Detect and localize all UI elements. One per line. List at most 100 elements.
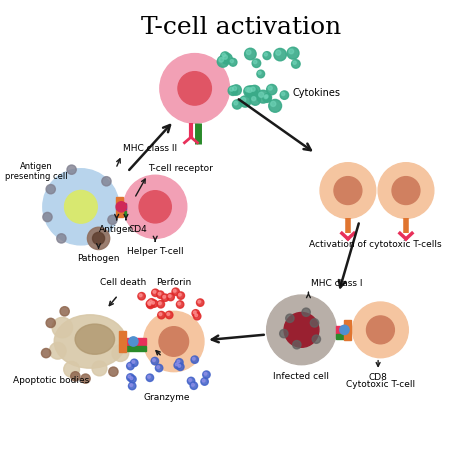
Circle shape bbox=[173, 290, 176, 292]
FancyBboxPatch shape bbox=[116, 197, 123, 217]
Circle shape bbox=[158, 302, 161, 305]
Circle shape bbox=[49, 342, 66, 359]
Circle shape bbox=[233, 86, 237, 91]
Circle shape bbox=[252, 97, 256, 100]
Circle shape bbox=[157, 301, 164, 308]
Circle shape bbox=[245, 48, 256, 60]
Circle shape bbox=[71, 372, 80, 381]
Circle shape bbox=[249, 85, 260, 96]
Circle shape bbox=[292, 340, 301, 349]
Circle shape bbox=[160, 54, 229, 123]
Text: Cytokines: Cytokines bbox=[292, 88, 340, 98]
Circle shape bbox=[280, 329, 288, 338]
Circle shape bbox=[60, 307, 69, 316]
Circle shape bbox=[157, 366, 160, 368]
Circle shape bbox=[172, 288, 179, 295]
Circle shape bbox=[320, 163, 376, 219]
Circle shape bbox=[204, 373, 207, 375]
Circle shape bbox=[129, 337, 138, 346]
Circle shape bbox=[228, 86, 237, 95]
Circle shape bbox=[149, 300, 152, 303]
Circle shape bbox=[230, 60, 233, 63]
Text: Cell death: Cell death bbox=[100, 278, 146, 287]
Circle shape bbox=[353, 302, 408, 358]
Circle shape bbox=[179, 293, 181, 296]
Text: Granzyme: Granzyme bbox=[144, 393, 190, 402]
Circle shape bbox=[266, 84, 277, 95]
Circle shape bbox=[57, 234, 66, 243]
Circle shape bbox=[241, 98, 246, 102]
Circle shape bbox=[43, 169, 119, 245]
Circle shape bbox=[231, 85, 241, 95]
Circle shape bbox=[267, 295, 337, 365]
Circle shape bbox=[310, 319, 319, 327]
Text: CD8: CD8 bbox=[369, 373, 388, 382]
Circle shape bbox=[112, 345, 129, 362]
Circle shape bbox=[108, 215, 117, 225]
Circle shape bbox=[146, 374, 154, 382]
Text: Antigen: Antigen bbox=[99, 226, 134, 234]
Circle shape bbox=[222, 53, 226, 57]
Circle shape bbox=[280, 91, 289, 100]
Circle shape bbox=[247, 88, 252, 92]
Circle shape bbox=[148, 299, 155, 306]
Circle shape bbox=[165, 311, 173, 319]
Circle shape bbox=[312, 335, 320, 343]
Circle shape bbox=[150, 300, 158, 307]
Circle shape bbox=[197, 299, 204, 306]
Circle shape bbox=[191, 356, 199, 364]
Circle shape bbox=[116, 202, 127, 212]
Circle shape bbox=[193, 312, 201, 320]
Circle shape bbox=[203, 371, 210, 378]
FancyBboxPatch shape bbox=[337, 326, 349, 334]
Ellipse shape bbox=[54, 315, 126, 368]
Ellipse shape bbox=[75, 324, 115, 354]
Circle shape bbox=[293, 61, 296, 64]
Circle shape bbox=[263, 52, 271, 60]
Circle shape bbox=[334, 177, 362, 204]
Circle shape bbox=[302, 308, 310, 317]
Circle shape bbox=[176, 301, 184, 308]
Circle shape bbox=[366, 316, 394, 344]
Circle shape bbox=[201, 378, 208, 385]
Circle shape bbox=[176, 359, 183, 366]
Circle shape bbox=[229, 58, 237, 66]
Circle shape bbox=[148, 302, 151, 305]
Text: Cytotoxic T-cell: Cytotoxic T-cell bbox=[346, 380, 415, 389]
Text: MHC class II: MHC class II bbox=[123, 145, 177, 154]
Circle shape bbox=[153, 291, 156, 293]
Text: T-cell receptor: T-cell receptor bbox=[148, 164, 213, 173]
Circle shape bbox=[192, 310, 200, 317]
Circle shape bbox=[223, 55, 228, 59]
Circle shape bbox=[157, 291, 164, 299]
Circle shape bbox=[46, 184, 55, 194]
Circle shape bbox=[158, 311, 165, 319]
Circle shape bbox=[286, 314, 294, 322]
Circle shape bbox=[152, 301, 155, 304]
Text: Pathogen: Pathogen bbox=[77, 254, 120, 263]
Circle shape bbox=[129, 375, 136, 383]
Circle shape bbox=[289, 49, 293, 54]
Circle shape bbox=[239, 96, 251, 107]
Circle shape bbox=[258, 71, 261, 74]
Circle shape bbox=[292, 60, 300, 68]
Circle shape bbox=[264, 93, 272, 101]
Circle shape bbox=[178, 302, 181, 305]
Circle shape bbox=[378, 163, 434, 219]
Circle shape bbox=[178, 365, 181, 367]
Circle shape bbox=[198, 301, 201, 303]
Circle shape bbox=[132, 361, 135, 363]
Circle shape bbox=[46, 318, 55, 328]
Circle shape bbox=[67, 165, 76, 174]
Circle shape bbox=[159, 313, 162, 316]
Circle shape bbox=[195, 314, 198, 317]
Circle shape bbox=[52, 317, 73, 338]
Circle shape bbox=[81, 374, 90, 383]
Circle shape bbox=[269, 100, 282, 112]
Circle shape bbox=[392, 177, 420, 204]
Circle shape bbox=[192, 357, 195, 360]
Circle shape bbox=[64, 362, 80, 377]
Circle shape bbox=[152, 289, 159, 297]
Circle shape bbox=[190, 382, 198, 390]
FancyBboxPatch shape bbox=[116, 204, 127, 209]
